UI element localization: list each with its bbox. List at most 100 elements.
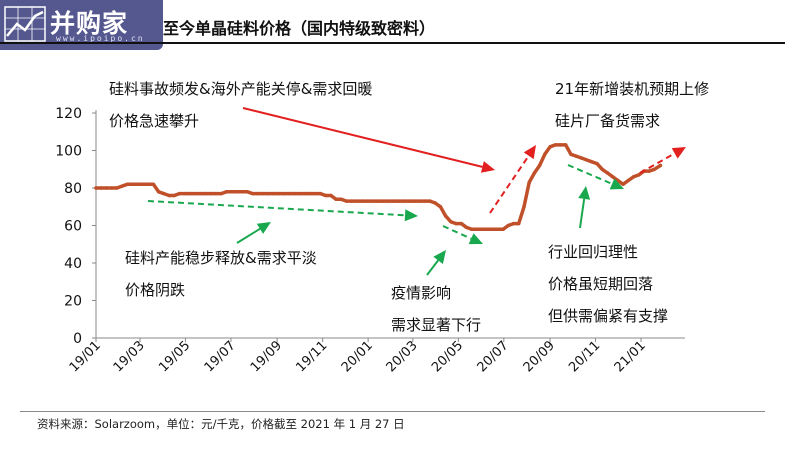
data-point <box>485 227 490 231</box>
data-point <box>370 199 375 203</box>
data-point <box>475 227 479 231</box>
data-point <box>193 191 197 196</box>
x-tick-label: 20/05 <box>429 338 466 375</box>
data-point <box>261 191 265 196</box>
data-point <box>417 199 422 203</box>
data-point <box>433 201 437 205</box>
data-point <box>177 191 182 196</box>
y-tick-label: 100 <box>55 144 82 160</box>
data-point <box>151 182 156 186</box>
x-tick-label: 20/11 <box>566 338 603 375</box>
data-point <box>136 182 140 186</box>
data-point <box>470 227 474 231</box>
data-point <box>188 191 192 196</box>
data-point <box>449 220 453 224</box>
annotation-correction: 行业回归理性 <box>548 243 638 261</box>
note-arrow-mid-head <box>433 250 446 264</box>
x-tick-label: 20/01 <box>339 338 376 375</box>
covid-arrow-shaft <box>442 225 472 240</box>
data-point <box>558 143 563 147</box>
annotation-decline: 价格阴跌 <box>125 281 185 299</box>
data-point <box>125 182 129 186</box>
data-point <box>110 186 114 190</box>
data-point <box>459 221 463 226</box>
data-point <box>146 182 150 186</box>
data-point <box>574 154 578 158</box>
data-point <box>444 214 448 218</box>
data-point <box>334 197 338 201</box>
annotation-correction: 但供需偏紧有支撑 <box>548 307 668 325</box>
data-point <box>224 190 229 194</box>
data-point <box>579 156 584 160</box>
data-point <box>287 191 291 196</box>
data-point <box>214 191 218 196</box>
rise-arrow-shaft <box>489 155 530 214</box>
data-point <box>381 199 385 203</box>
data-point <box>423 199 427 203</box>
chart-logo-icon <box>4 6 46 42</box>
data-point <box>658 163 663 168</box>
data-point <box>605 171 610 175</box>
data-point <box>271 191 276 196</box>
data-point <box>104 186 109 190</box>
note-arrow-left-shaft <box>236 227 261 244</box>
data-point <box>350 199 354 203</box>
data-point <box>360 199 364 203</box>
x-tick-labels: 19/01 19/03 19/05 19/07 19/09 19/11 20/01 20/03… <box>67 338 649 375</box>
data-point <box>355 199 359 203</box>
data-point <box>553 143 557 147</box>
annotation-outlook: 21年新增装机预期上修 <box>555 80 709 98</box>
data-point <box>522 205 526 209</box>
data-point <box>376 199 380 203</box>
data-point <box>407 199 411 203</box>
note-arrow-right-head <box>578 186 591 200</box>
data-point <box>141 182 145 186</box>
annotation-surge: 价格急速攀升 <box>109 112 199 130</box>
data-point <box>183 191 187 196</box>
data-point <box>637 173 641 177</box>
data-point <box>344 199 349 203</box>
data-point <box>156 190 161 194</box>
x-tick-label: 20/07 <box>475 338 512 375</box>
y-tick-label: 80 <box>64 181 82 197</box>
y-tick-label: 0 <box>73 331 82 347</box>
data-point <box>501 227 505 231</box>
annotation-surge: 硅料事故频发&海外产能关停&需求回暖 <box>109 80 372 98</box>
x-tick-label: 19/05 <box>156 338 193 375</box>
x-tick-label: 21/01 <box>612 338 649 375</box>
data-point <box>219 191 223 196</box>
data-point <box>256 191 260 196</box>
data-point <box>506 223 510 228</box>
data-point <box>167 193 171 198</box>
title-rule <box>0 42 785 44</box>
surge-arrow-shaft <box>242 107 483 168</box>
x-tick-label: 19/07 <box>202 338 239 375</box>
data-point <box>235 190 239 194</box>
data-point <box>564 143 568 147</box>
y-tick-label: 120 <box>55 106 82 122</box>
data-point <box>537 163 542 168</box>
data-point <box>647 169 651 173</box>
data-point <box>397 199 401 203</box>
data-point <box>438 205 443 209</box>
data-point <box>94 186 98 190</box>
data-point <box>240 190 244 194</box>
note-arrow-right-shaft <box>579 198 586 229</box>
decline-arrow-shaft <box>147 200 406 217</box>
data-point <box>266 191 270 196</box>
data-point <box>303 191 307 196</box>
data-point <box>626 178 630 183</box>
data-point <box>584 158 589 162</box>
data-point <box>464 225 469 230</box>
data-point <box>595 161 599 166</box>
rise-arrow-head <box>523 145 536 160</box>
data-point <box>428 199 432 203</box>
logo-url: www.ipoipo.cn <box>56 34 145 43</box>
data-point <box>490 227 495 231</box>
data-point <box>454 221 458 226</box>
y-tick-labels: 0 20 40 60 80 100 120 <box>55 106 96 347</box>
data-point <box>313 191 317 196</box>
footer-rule <box>20 411 765 412</box>
data-point <box>209 191 213 196</box>
